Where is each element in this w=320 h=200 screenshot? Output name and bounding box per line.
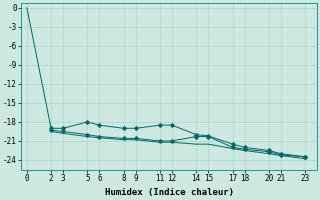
X-axis label: Humidex (Indice chaleur): Humidex (Indice chaleur) [105, 188, 234, 197]
